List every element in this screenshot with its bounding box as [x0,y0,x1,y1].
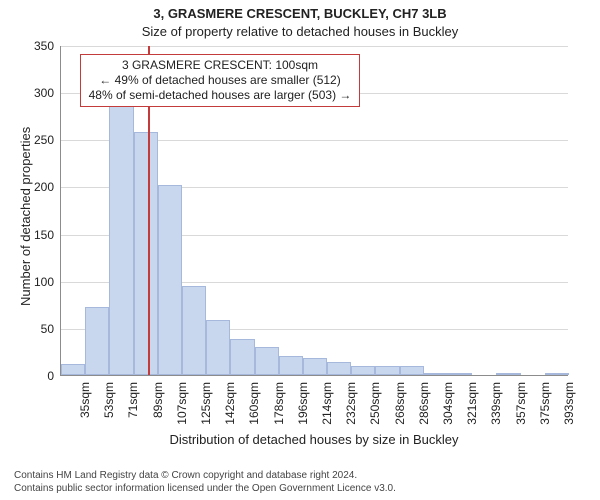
x-tick-label: 268sqm [393,382,407,432]
x-tick-label: 321sqm [465,382,479,432]
chart-title-line-1: 3, GRASMERE CRESCENT, BUCKLEY, CH7 3LB [0,6,600,21]
x-tick-label: 196sqm [296,382,310,432]
x-tick-label: 125sqm [199,382,213,432]
x-tick-label: 250sqm [368,382,382,432]
histogram-bar [545,373,569,375]
y-tick-label: 100 [20,275,54,289]
y-tick-label: 300 [20,86,54,100]
histogram-bar [303,358,327,375]
annotation-line-2: ← 49% of detached houses are smaller (51… [87,73,353,88]
x-tick-label: 339sqm [489,382,503,432]
footer-attribution: Contains HM Land Registry data © Crown c… [14,470,396,495]
histogram-bar [279,356,303,375]
y-tick-label: 150 [20,228,54,242]
x-tick-label: 357sqm [514,382,528,432]
histogram-bar [182,286,206,375]
histogram-bar [158,185,182,375]
y-tick-label: 200 [20,180,54,194]
footer-line-2: Contains public sector information licen… [14,483,396,496]
x-tick-label: 160sqm [247,382,261,432]
x-tick-label: 393sqm [562,382,576,432]
x-axis-label: Distribution of detached houses by size … [60,432,568,447]
histogram-bar [206,320,230,375]
annotation-box: 3 GRASMERE CRESCENT: 100sqm ← 49% of det… [80,54,360,107]
histogram-bar [327,362,351,375]
annotation-line-3: 48% of semi-detached houses are larger (… [87,88,353,103]
x-tick-label: 35sqm [78,382,92,432]
footer-line-1: Contains HM Land Registry data © Crown c… [14,470,396,483]
histogram-bar [61,364,85,375]
histogram-bar [448,373,472,375]
grid-line [61,46,568,47]
y-tick-label: 350 [20,39,54,53]
histogram-bar [496,373,520,375]
x-tick-label: 178sqm [272,382,286,432]
x-tick-label: 375sqm [538,382,552,432]
histogram-bar [134,132,158,375]
x-tick-label: 107sqm [175,382,189,432]
histogram-bar [375,366,399,375]
x-tick-label: 142sqm [223,382,237,432]
y-tick-label: 50 [20,322,54,336]
x-tick-label: 71sqm [126,382,140,432]
chart-figure: 3, GRASMERE CRESCENT, BUCKLEY, CH7 3LB S… [0,0,600,500]
x-tick-label: 89sqm [151,382,165,432]
x-tick-label: 232sqm [344,382,358,432]
x-tick-label: 304sqm [441,382,455,432]
y-tick-label: 0 [20,369,54,383]
x-tick-label: 214sqm [320,382,334,432]
annotation-line-1: 3 GRASMERE CRESCENT: 100sqm [87,58,353,73]
histogram-bar [230,339,254,375]
y-tick-label: 250 [20,133,54,147]
chart-title-line-2: Size of property relative to detached ho… [0,24,600,39]
x-tick-label: 286sqm [417,382,431,432]
histogram-bar [424,373,448,375]
histogram-bar [351,366,375,375]
histogram-bar [400,366,424,375]
histogram-bar [255,347,279,375]
x-tick-label: 53sqm [102,382,116,432]
histogram-bar [109,105,133,375]
histogram-bar [85,307,109,375]
